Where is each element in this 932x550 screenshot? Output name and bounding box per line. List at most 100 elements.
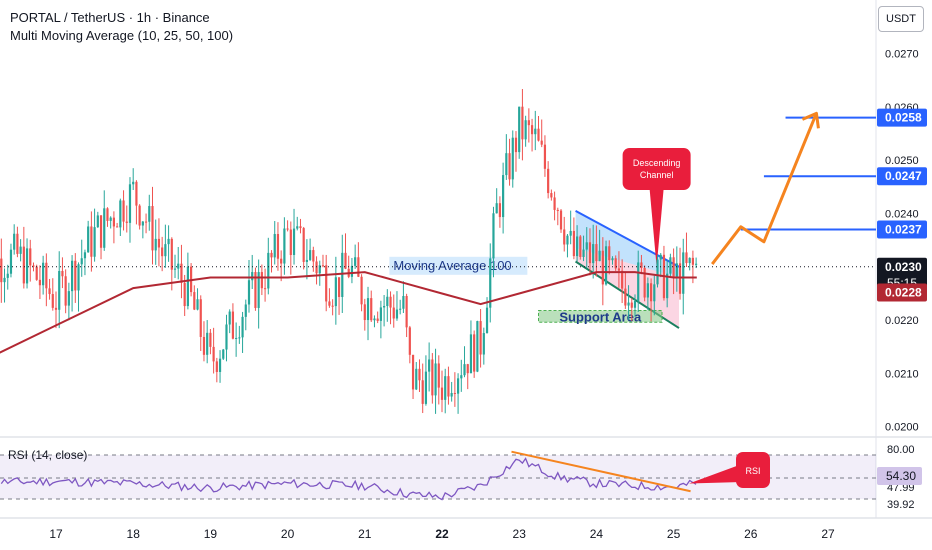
candle-body [608,246,611,261]
candle-body [209,332,212,347]
candle-body [553,197,556,210]
candle-body [0,258,3,283]
candle-body [177,263,180,269]
candle-body [621,270,624,289]
candle-body [592,244,595,264]
candle-body [103,208,106,248]
ma-price-badge-bg [877,283,927,302]
channel-lower-fill [575,248,680,329]
candle-body [244,304,247,317]
candle-body [588,242,592,264]
candle-body [576,236,579,257]
candle-body [183,282,186,307]
channel-callout-box [622,148,691,190]
candle-body [77,264,80,291]
candle-body [138,205,141,226]
candle-body [13,233,16,250]
candle-body [479,321,482,355]
time-tick-label: 19 [204,527,218,541]
projection-path [711,112,818,266]
rsi-value-badge [877,467,922,485]
target-2-badge-bg [877,167,927,186]
candle-body [579,236,582,257]
current-price-badge: 0.0230 [885,260,922,274]
candle-body [350,265,354,277]
candle-body [601,250,604,285]
candle-body [302,228,305,262]
time-tick-label: 18 [127,527,141,541]
candle-body [447,376,450,397]
candle-body [196,299,199,310]
candle-body [267,252,270,289]
support-area-box [538,310,663,323]
price-tick-label: 0.0210 [885,368,919,380]
candle-body [206,332,209,355]
candle-body [582,249,585,257]
candle-body [691,257,694,265]
candle-body [42,262,45,286]
candle-body [524,120,527,140]
candle-body [109,217,112,221]
candle-body [154,238,157,251]
candle-body [38,279,42,286]
candle-body [280,258,283,264]
candle-body [624,288,627,306]
candle-body [456,378,460,394]
currency-button[interactable]: USDT [878,6,924,32]
candle-body [530,125,534,135]
target-2-badge: 0.0247 [885,169,922,183]
time-tick-label: 24 [590,527,604,541]
candle-body [360,276,363,305]
candle-body [228,311,231,325]
candle-body [563,229,566,245]
candles [0,89,698,414]
candle-body [151,206,154,251]
candle-body [283,228,286,264]
candle-body [218,358,222,372]
candle-body [363,304,366,321]
support-area-label: Support Area [559,309,642,324]
price-tick-label: 0.0270 [885,49,919,61]
candle-body [556,209,559,211]
candle-body [167,238,170,245]
price-tick-label: 0.0250 [885,155,919,167]
candle-body [399,308,402,310]
candle-body [144,221,148,223]
target-1-badge: 0.0237 [885,223,922,237]
candle-body [685,252,688,264]
candle-body [595,244,598,262]
candle-body [637,262,640,302]
candle-body [344,252,347,269]
candle-body [186,266,189,307]
candle-body [215,361,218,372]
candle-body [527,120,530,126]
candle-body [566,235,569,245]
candle-body [331,305,334,307]
candle-body [376,318,379,321]
candle-body [292,228,296,255]
candle-body [598,250,601,262]
rsi-callout-pointer [689,464,742,484]
overlays [0,111,876,354]
candle-body [80,258,83,265]
channel-callout-pointer [649,189,664,267]
rsi-divergence-line [511,450,691,493]
candle-body [453,393,456,395]
candle-body [328,301,331,306]
candle-body [408,327,411,355]
candle-body [260,272,263,289]
candle-body [511,137,514,180]
time-tick-label: 22 [435,527,449,541]
candle-body [627,302,630,306]
candle-body [315,261,318,274]
axes: 0.02700.02600.02500.02400.02200.02100.02… [49,49,918,541]
candle-body [411,354,415,390]
candle-body [469,334,473,374]
candle-body [225,324,228,350]
candle-body [222,349,225,359]
candle-body [405,296,408,328]
candle-body [22,246,25,284]
candle-body [3,277,6,283]
